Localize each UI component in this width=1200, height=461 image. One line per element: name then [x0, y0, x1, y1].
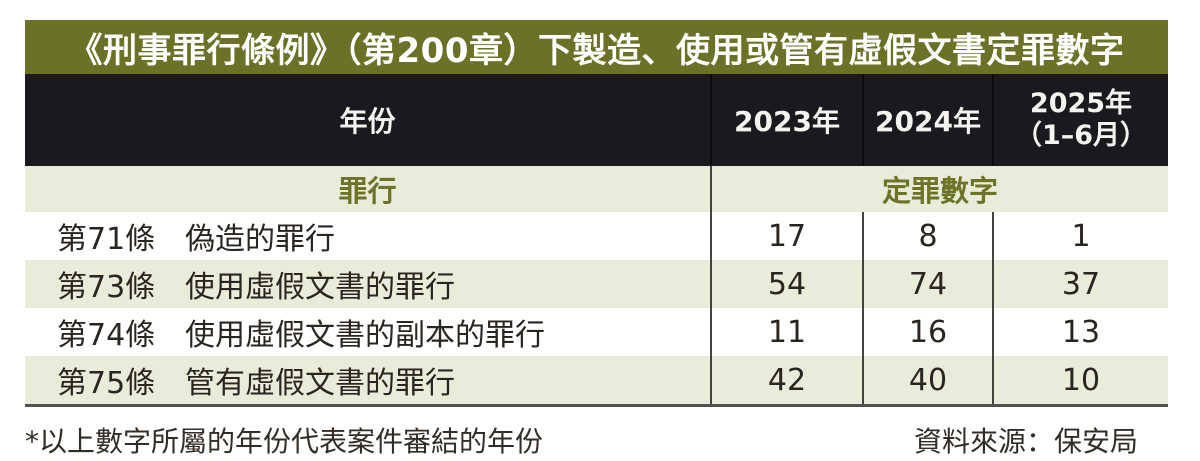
header-2025: 2025年 （1–6月） — [992, 74, 1168, 166]
value-2023: 11 — [710, 308, 862, 356]
table-row: 第73條 使用虛假文書的罪行 54 74 37 — [25, 260, 1168, 308]
value-2023: 17 — [710, 212, 862, 260]
value-2023: 42 — [710, 356, 862, 404]
header-year-label: 年份 — [339, 105, 396, 138]
value-2023: 54 — [710, 260, 862, 308]
header-2024: 2024年 — [862, 74, 992, 166]
offence-cell: 第71條 偽造的罪行 — [25, 212, 710, 260]
article-number: 第74條 — [57, 318, 156, 353]
footnote: *以上數字所屬的年份代表案件審結的年份 — [25, 425, 544, 458]
offence-name: 使用虛假文書的副本的罪行 — [185, 318, 545, 353]
value-2025: 1 — [992, 212, 1168, 260]
header-2025-stack: 2025年 （1–6月） — [1015, 88, 1147, 153]
page-title: 《刑事罪行條例》（第200章）下製造、使用或管有虛假文書定罪數字 — [68, 30, 1125, 71]
subheader-offence-label: 罪行 — [338, 174, 397, 208]
header-2023: 2023年 — [710, 74, 862, 166]
subheader-row: 罪行 定罪數字 — [25, 166, 1168, 212]
value-2024: 8 — [862, 212, 992, 260]
table-bottom-rule — [25, 404, 1168, 407]
table-row: 第75條 管有虛假文書的罪行 42 40 10 — [25, 356, 1168, 404]
header-2025-year: 2025年 — [1029, 87, 1133, 119]
subheader-conviction-label: 定罪數字 — [710, 166, 1168, 212]
header-2025-months: （1–6月） — [1014, 120, 1148, 151]
table-row: 第74條 使用虛假文書的副本的罪行 11 16 13 — [25, 308, 1168, 356]
offence-name: 偽造的罪行 — [185, 222, 335, 257]
value-2025: 37 — [992, 260, 1168, 308]
title-bar: 《刑事罪行條例》（第200章）下製造、使用或管有虛假文書定罪數字 — [25, 20, 1168, 74]
value-2024: 74 — [862, 260, 992, 308]
offence-cell: 第73條 使用虛假文書的罪行 — [25, 260, 710, 308]
data-source: 資料來源：保安局 — [913, 425, 1138, 458]
year-header-row: 年份 2023年 2024年 2025年 （1–6月） — [25, 74, 1168, 166]
value-2025: 13 — [992, 308, 1168, 356]
offence-cell: 第74條 使用虛假文書的副本的罪行 — [25, 308, 710, 356]
article-number: 第75條 — [57, 366, 156, 401]
value-2024: 40 — [862, 356, 992, 404]
offence-name: 管有虛假文書的罪行 — [185, 366, 455, 401]
table-row: 第71條 偽造的罪行 17 8 1 — [25, 212, 1168, 260]
offence-name: 使用虛假文書的罪行 — [185, 270, 455, 305]
table-graphic: 《刑事罪行條例》（第200章）下製造、使用或管有虛假文書定罪數字 年份 2023… — [25, 20, 1168, 460]
footer: *以上數字所屬的年份代表案件審結的年份 資料來源：保安局 — [25, 407, 1168, 460]
value-2025: 10 — [992, 356, 1168, 404]
value-2024: 16 — [862, 308, 992, 356]
article-number: 第73條 — [57, 270, 156, 305]
offence-cell: 第75條 管有虛假文書的罪行 — [25, 356, 710, 404]
article-number: 第71條 — [57, 222, 156, 257]
